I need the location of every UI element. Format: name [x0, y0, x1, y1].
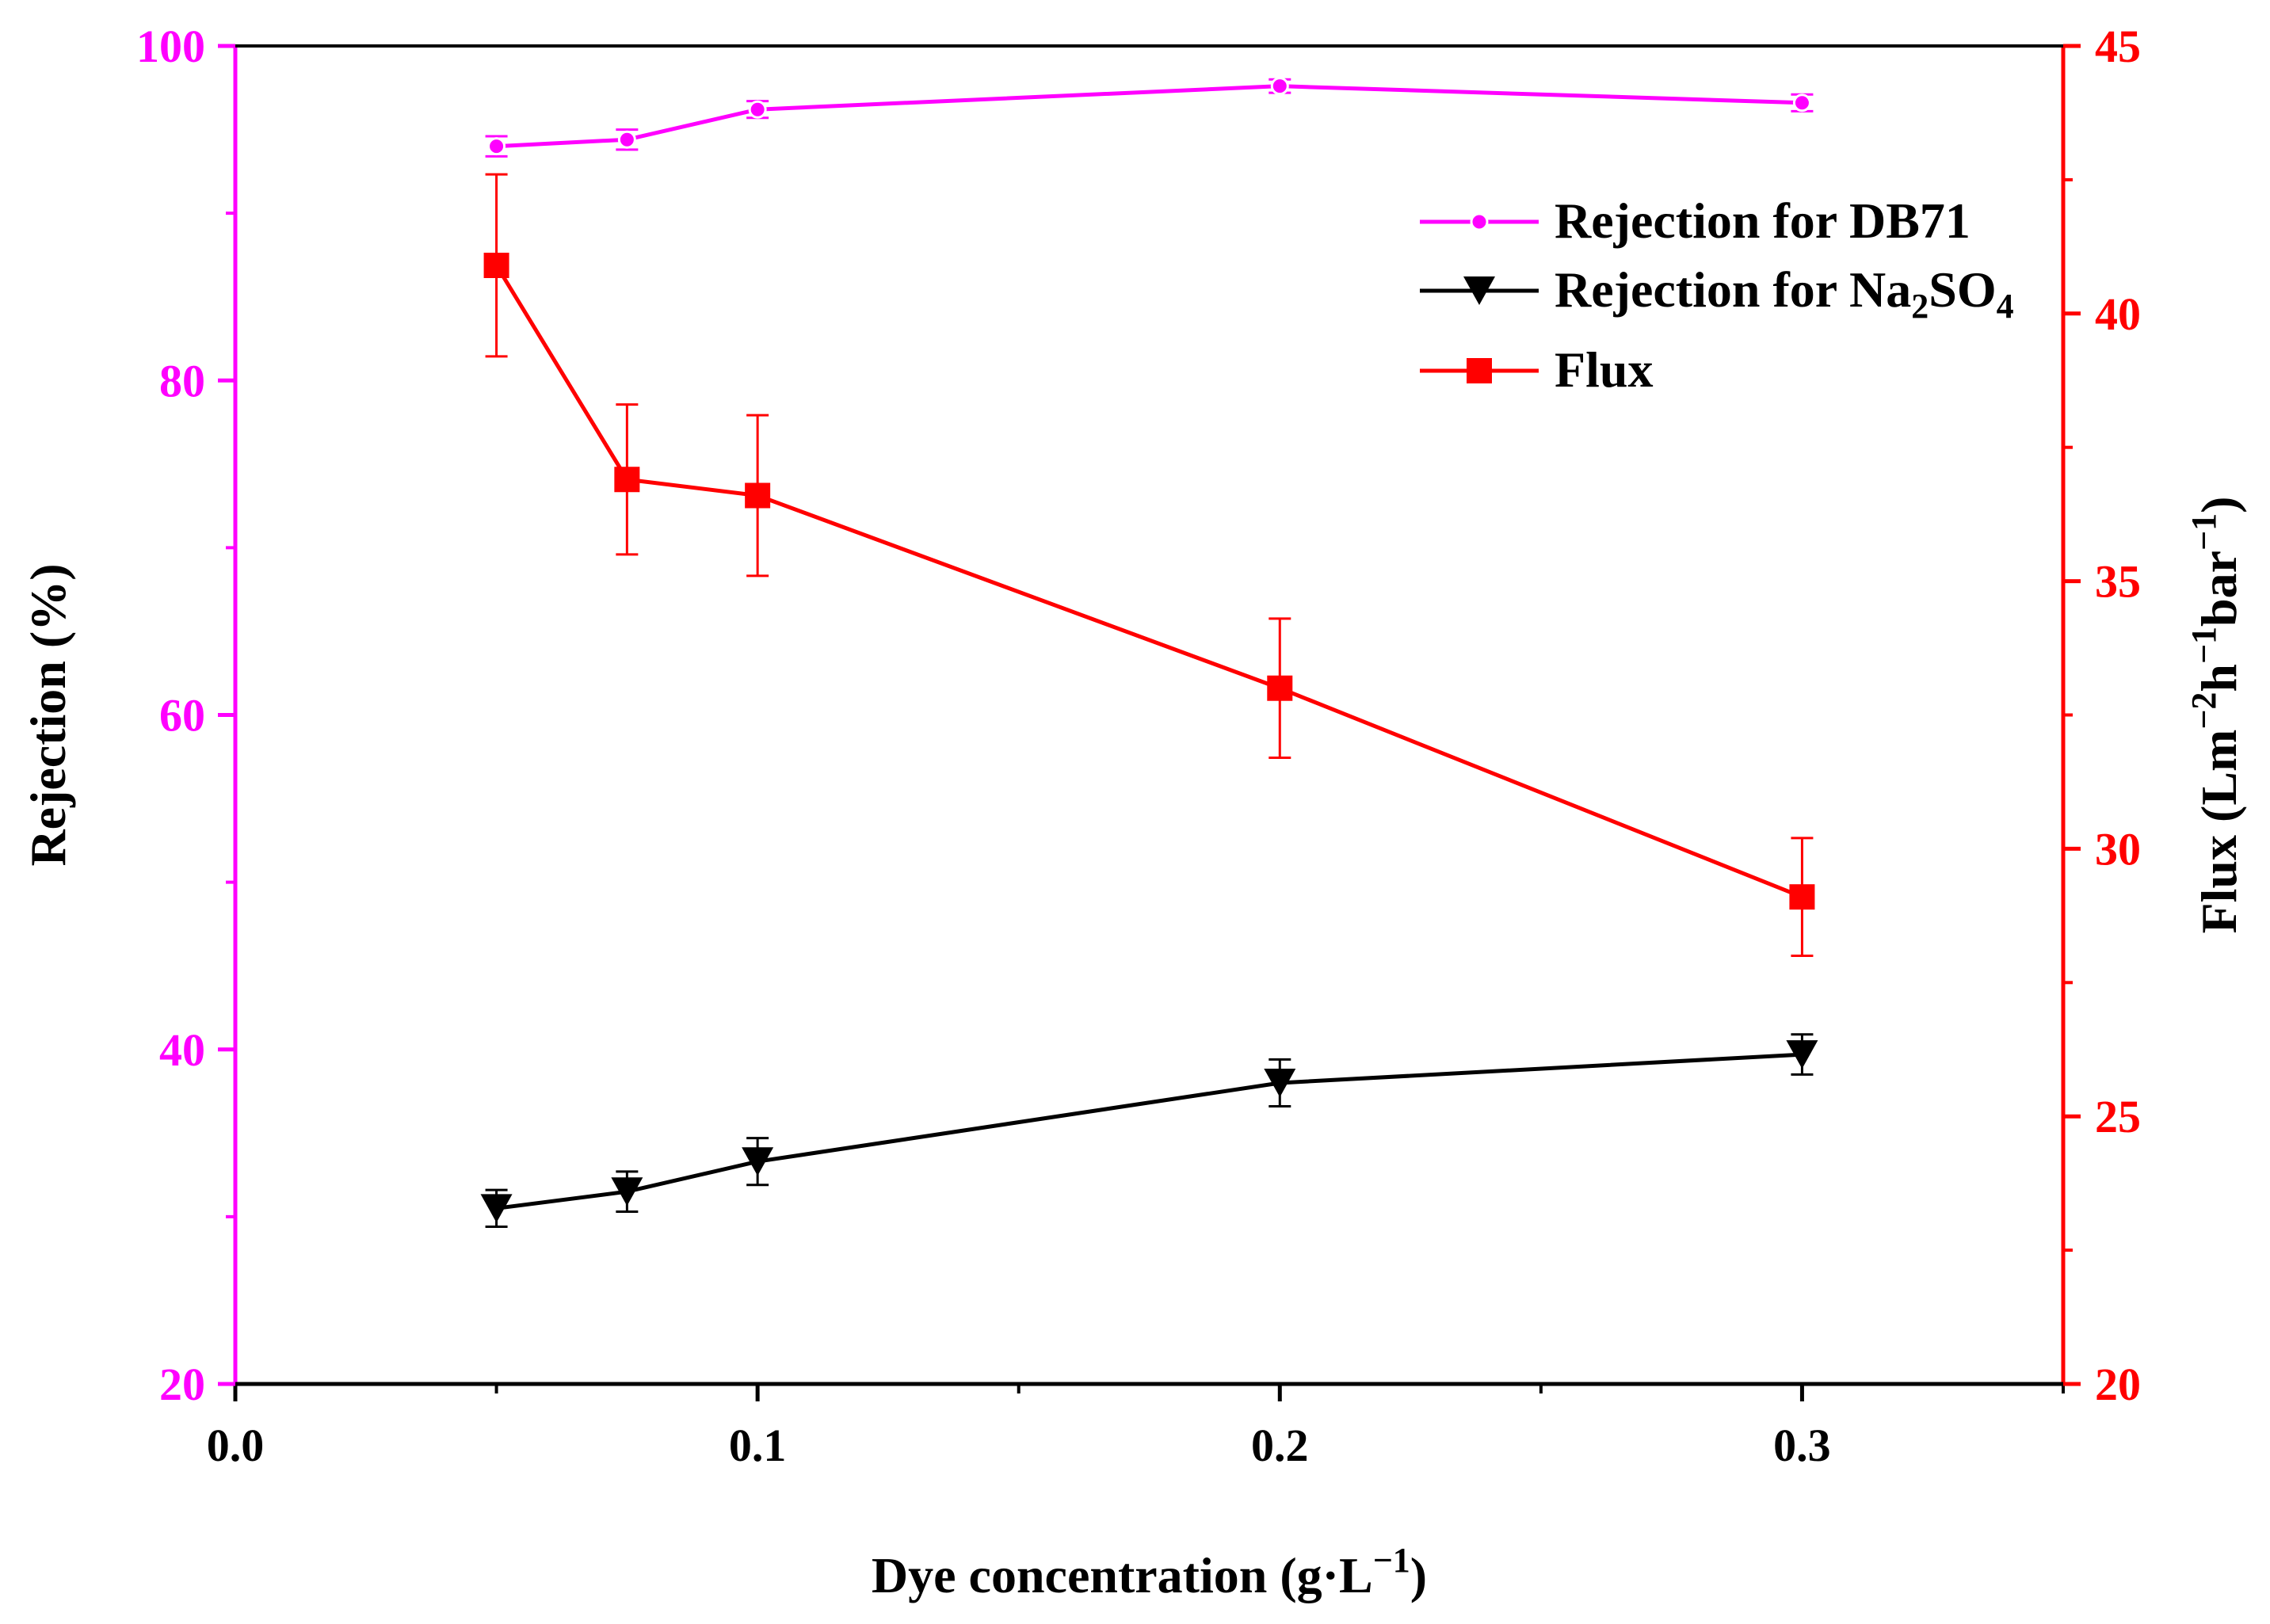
legend: Rejection for DB71 Rejection for Na2SO4 Fl… [1420, 193, 2014, 398]
y-right-tick-label: 25 [2095, 1091, 2141, 1142]
legend-label: Rejection for Na2SO4 [1555, 261, 2014, 326]
data-point [617, 130, 636, 149]
legend-label: Flux [1555, 341, 1653, 398]
series-1 [485, 1033, 1814, 1229]
series-line [496, 1052, 1803, 1210]
data-point [614, 467, 640, 493]
y-right-tick-label: 40 [2095, 288, 2141, 340]
data-point [1789, 884, 1815, 910]
y-left-tick-label: 40 [159, 1024, 205, 1076]
data-point [611, 1177, 643, 1207]
y-right-tick-label: 35 [2095, 556, 2141, 608]
data-point [742, 1147, 774, 1176]
data-point [483, 252, 509, 278]
y-right-tick-label: 30 [2095, 823, 2141, 875]
y-right-axis-title: Flux (Lm−2h−1bar−1) [2184, 497, 2247, 934]
legend-label: Rejection for DB71 [1555, 193, 1971, 249]
data-point [487, 137, 506, 156]
legend-marker [1470, 212, 1489, 231]
data-point [1792, 93, 1811, 112]
data-point [480, 1194, 513, 1223]
data-point [1270, 77, 1289, 96]
y-left-axis-title: Rejection (%) [20, 563, 76, 866]
series-0 [485, 78, 1814, 158]
y-left-tick-label: 20 [159, 1359, 205, 1410]
x-tick-label: 0.2 [1251, 1420, 1309, 1471]
data-point [748, 100, 767, 119]
legend-marker [1463, 276, 1495, 305]
y-left-tick-label: 60 [159, 690, 205, 741]
y-left-tick-label: 100 [136, 21, 205, 72]
y-right-tick-label: 45 [2095, 21, 2141, 72]
series-line [496, 84, 1803, 149]
x-tick-label: 0.3 [1773, 1420, 1831, 1471]
data-point [1786, 1040, 1818, 1069]
x-tick-label: 0.0 [207, 1420, 265, 1471]
y-right-tick-label: 20 [2095, 1359, 2141, 1410]
data-point [1264, 1068, 1296, 1097]
data-point [1267, 675, 1293, 701]
legend-marker [1467, 358, 1492, 383]
data-point [745, 482, 771, 509]
x-tick-label: 0.1 [729, 1420, 787, 1471]
x-axis-title: Dye concentration (g·L−1) [872, 1541, 1427, 1603]
y-left-tick-label: 80 [159, 355, 205, 406]
